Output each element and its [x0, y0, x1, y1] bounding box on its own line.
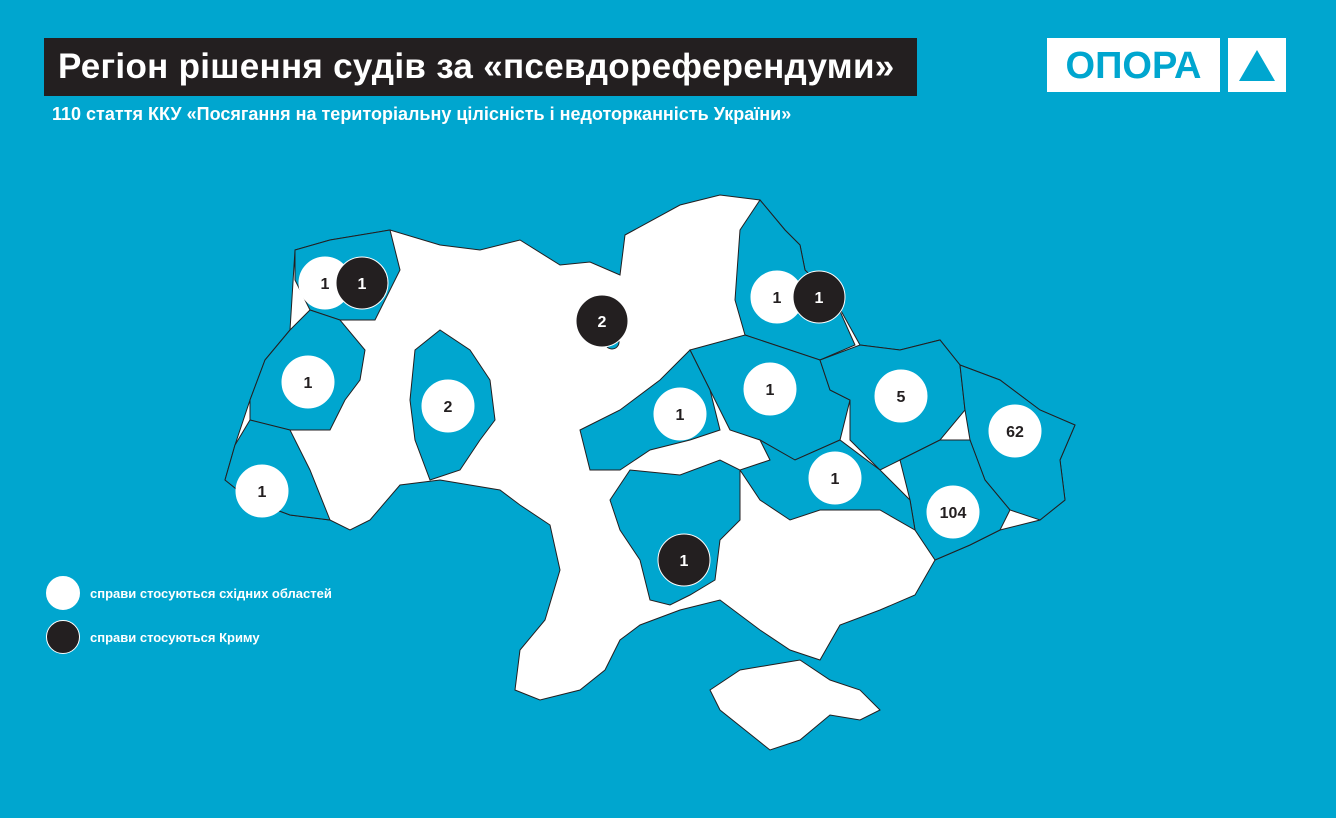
crimea-region: [709, 659, 881, 751]
east-marker: [808, 451, 862, 505]
marker-count: 1: [321, 276, 330, 293]
white-dot-icon: [46, 576, 80, 610]
marker-count: 2: [598, 314, 607, 331]
marker-count: 1: [815, 290, 824, 307]
marker-count: 1: [831, 471, 840, 488]
marker-count: 5: [897, 389, 906, 406]
marker-count: 62: [1006, 424, 1024, 441]
east-marker: [653, 387, 707, 441]
marker-count: 1: [773, 290, 782, 307]
legend-item-east: справи стосуються східних областей: [46, 576, 332, 610]
triangle-icon: [1228, 38, 1286, 92]
east-marker: [281, 355, 335, 409]
legend-label: справи стосуються Криму: [90, 629, 260, 645]
crimea-marker: [792, 270, 846, 324]
marker-count: 1: [680, 553, 689, 570]
crimea-marker: [575, 294, 629, 348]
east-marker: [235, 464, 289, 518]
marker-count: 1: [358, 276, 367, 293]
crimea-marker: [335, 256, 389, 310]
marker-count: 1: [258, 484, 267, 501]
black-dot-icon: [46, 620, 80, 654]
marker-count: 1: [766, 382, 775, 399]
east-marker: [743, 362, 797, 416]
crimea-marker: [657, 533, 711, 587]
opora-logo: ОПОРА: [1047, 38, 1286, 92]
marker-count: 1: [676, 407, 685, 424]
page-title: Регіон рішення судів за «псевдореференду…: [44, 38, 917, 96]
marker-count: 2: [444, 399, 453, 416]
east-marker: [988, 404, 1042, 458]
logo-text: ОПОРА: [1047, 38, 1220, 92]
marker-count: 104: [940, 505, 967, 522]
page-subtitle: 110 стаття ККУ «Посягання на територіаль…: [52, 104, 792, 124]
east-marker: [421, 379, 475, 433]
east-marker: [926, 485, 980, 539]
legend-item-crimea: справи стосуються Криму: [46, 620, 260, 654]
marker-count: 1: [304, 375, 313, 392]
east-marker: [874, 369, 928, 423]
legend-label: справи стосуються східних областей: [90, 585, 332, 601]
